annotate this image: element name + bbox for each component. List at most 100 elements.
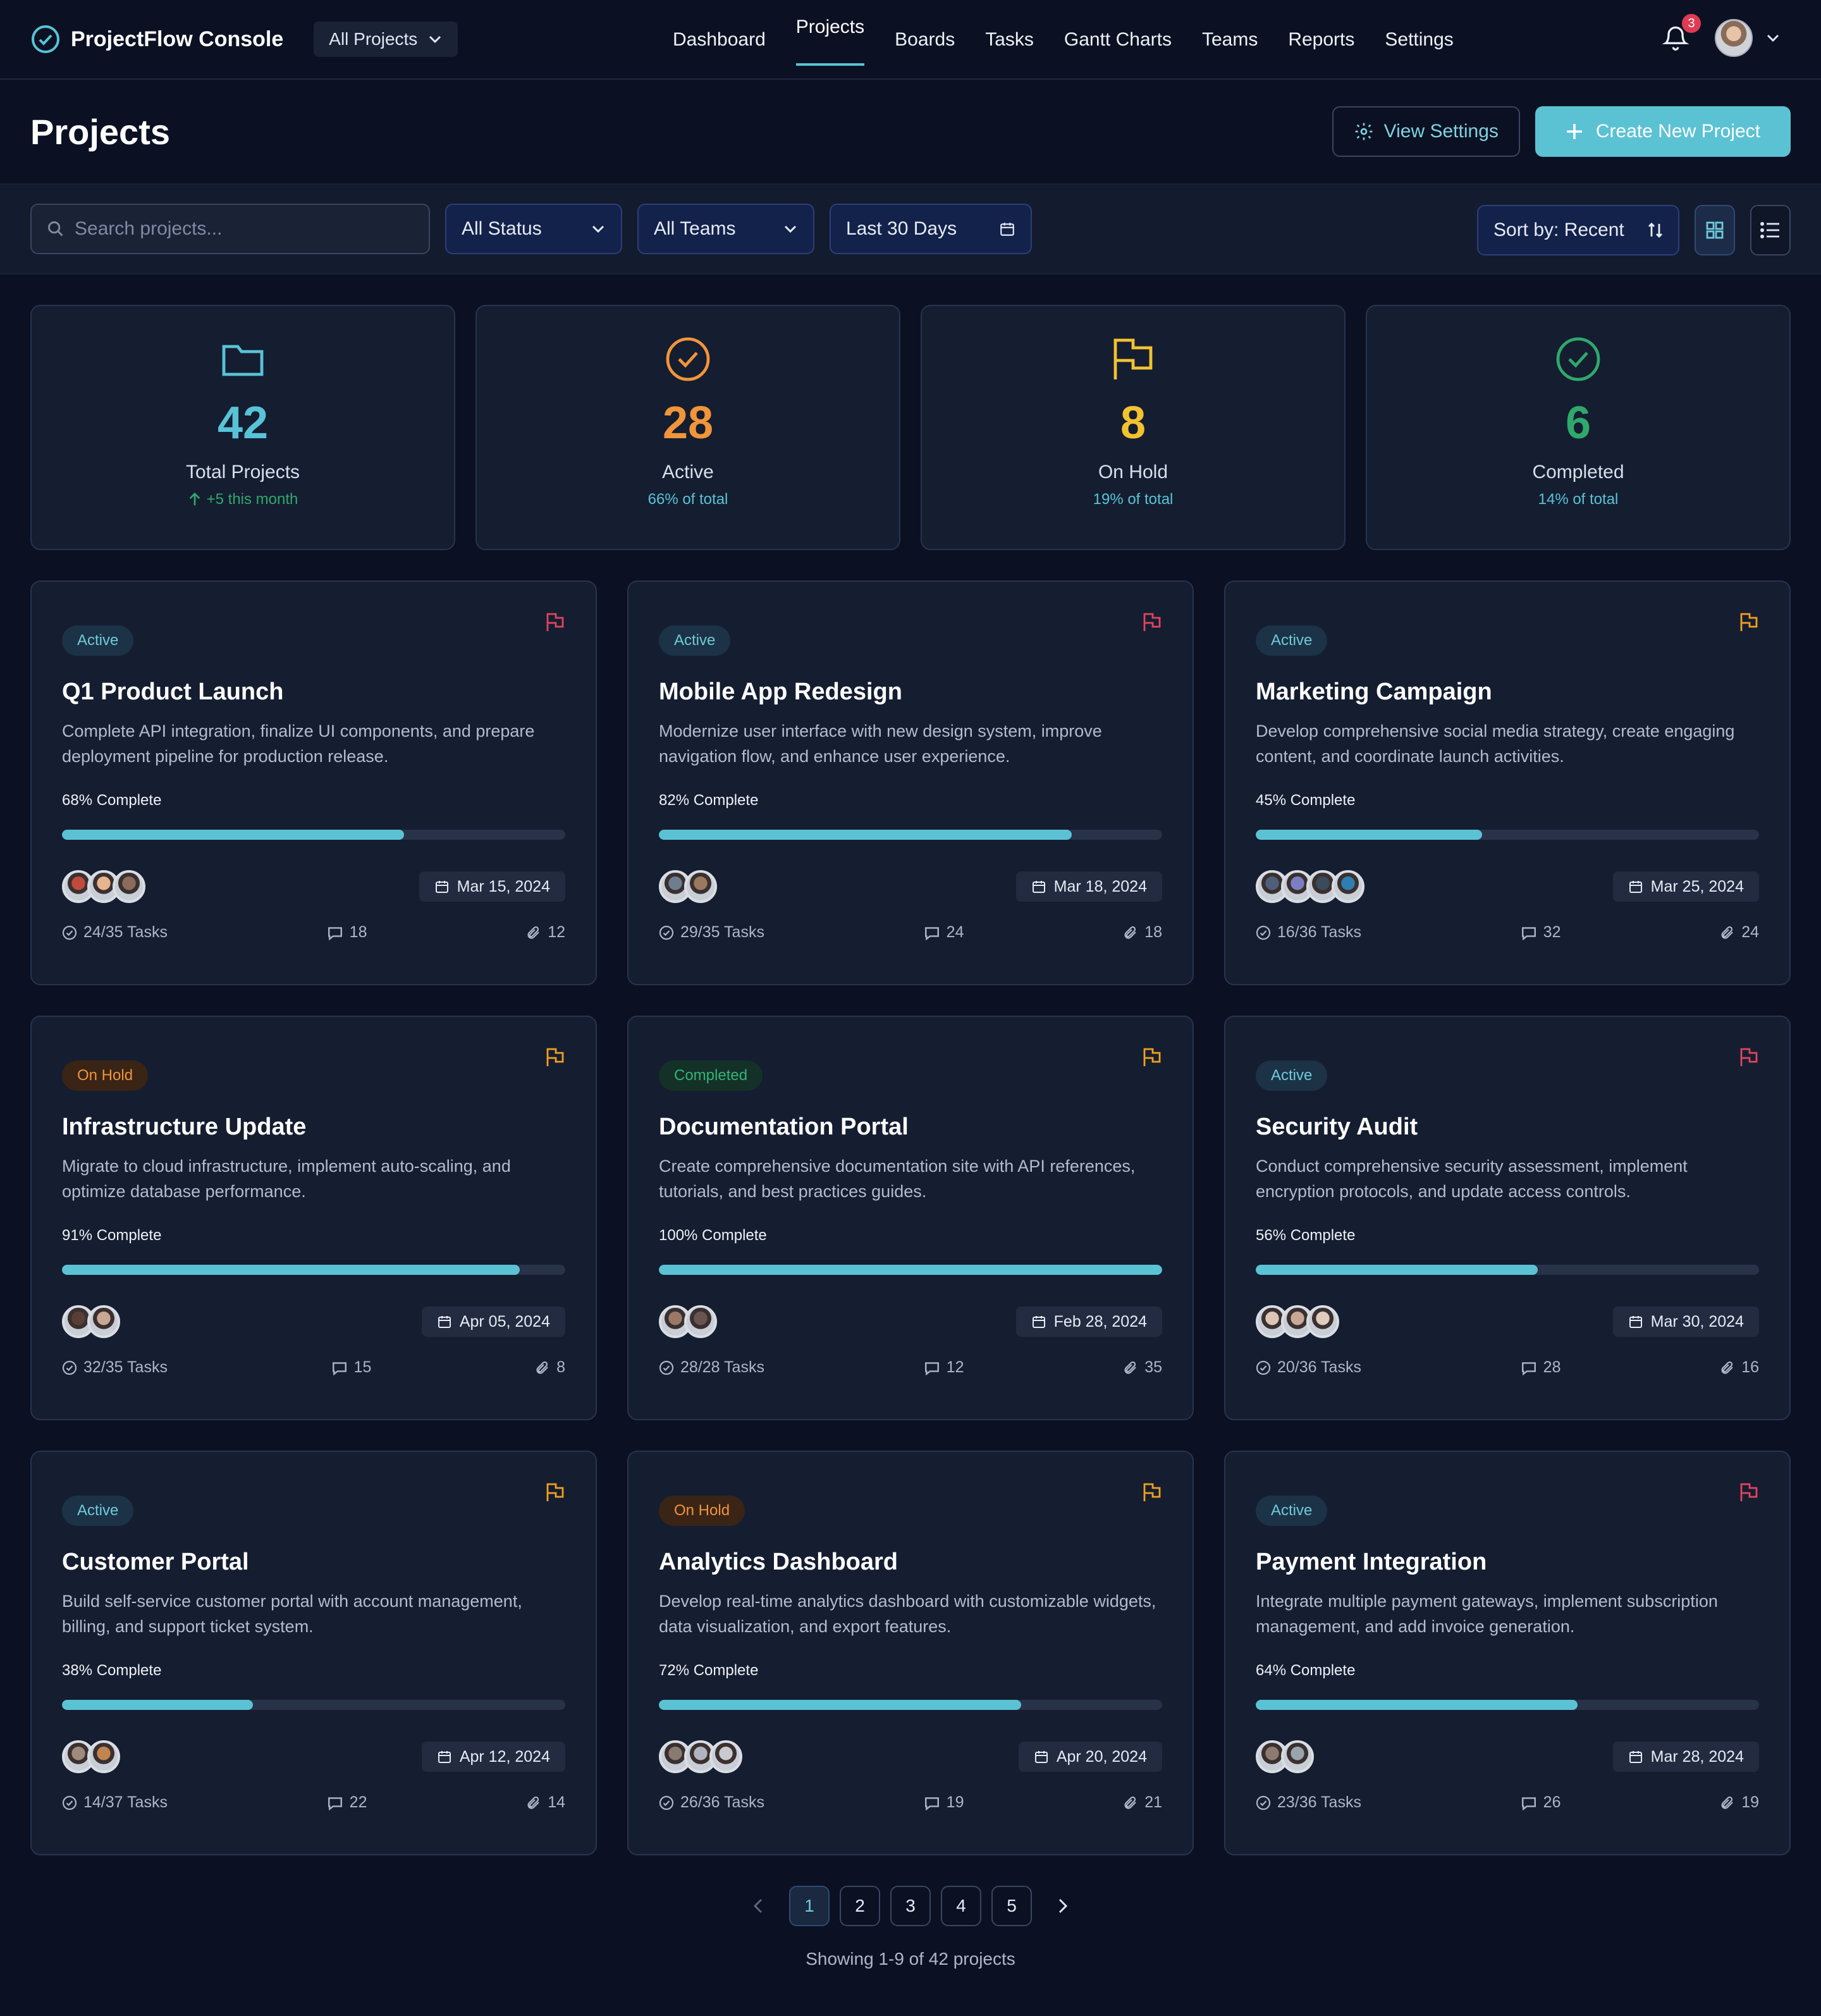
grid-view-button[interactable] bbox=[1695, 205, 1735, 255]
team-avatars[interactable] bbox=[1256, 870, 1364, 903]
sort-select[interactable]: Sort by: Recent bbox=[1477, 205, 1679, 255]
project-card[interactable]: On Hold Analytics Dashboard Develop real-t… bbox=[627, 1451, 1194, 1855]
stat-label: Completed bbox=[1532, 462, 1624, 482]
notifications-button[interactable]: 3 bbox=[1662, 14, 1701, 53]
priority-flag-icon[interactable] bbox=[1142, 1482, 1162, 1503]
attachment-count[interactable]: 18 bbox=[1123, 923, 1162, 942]
comment-count[interactable]: 28 bbox=[1521, 1358, 1560, 1377]
nav-dashboard[interactable]: Dashboard bbox=[673, 29, 766, 50]
project-title[interactable]: Mobile App Redesign bbox=[659, 679, 902, 705]
paperclip-icon bbox=[536, 1361, 548, 1374]
paperclip-icon bbox=[1721, 1361, 1733, 1374]
attachment-count[interactable]: 19 bbox=[1720, 1793, 1759, 1812]
nav-tasks[interactable]: Tasks bbox=[985, 29, 1034, 50]
nav-settings[interactable]: Settings bbox=[1385, 29, 1454, 50]
card-meta: Mar 28, 2024 bbox=[1256, 1740, 1759, 1773]
priority-flag-icon[interactable] bbox=[545, 1482, 565, 1503]
project-card[interactable]: Active Customer Portal Build self-service … bbox=[30, 1451, 597, 1855]
attachment-count[interactable]: 14 bbox=[526, 1793, 565, 1812]
notification-count-badge: 3 bbox=[1682, 14, 1701, 33]
page-button[interactable]: 1 bbox=[789, 1886, 830, 1926]
attachment-count[interactable]: 8 bbox=[535, 1358, 565, 1377]
project-card[interactable]: Active Security Audit Conduct comprehensiv… bbox=[1224, 1016, 1791, 1420]
create-project-button[interactable]: Create New Project bbox=[1535, 106, 1791, 157]
nav-boards[interactable]: Boards bbox=[895, 29, 955, 50]
attachment-count[interactable]: 24 bbox=[1720, 923, 1759, 942]
search-input[interactable]: Search projects... bbox=[30, 204, 430, 254]
priority-flag-icon[interactable] bbox=[545, 612, 565, 632]
project-title[interactable]: Q1 Product Launch bbox=[62, 679, 284, 705]
view-settings-button[interactable]: View Settings bbox=[1332, 106, 1520, 157]
priority-flag-icon[interactable] bbox=[1739, 612, 1759, 632]
project-card[interactable]: Active Marketing Campaign Develop comprehe… bbox=[1224, 581, 1791, 985]
page-button[interactable]: 4 bbox=[941, 1886, 981, 1926]
project-title[interactable]: Infrastructure Update bbox=[62, 1114, 307, 1140]
project-title[interactable]: Analytics Dashboard bbox=[659, 1549, 898, 1575]
attachment-count[interactable]: 21 bbox=[1123, 1793, 1162, 1812]
task-count: 20/36 Tasks bbox=[1256, 1358, 1361, 1377]
user-menu[interactable] bbox=[1715, 19, 1781, 57]
progress-fill bbox=[1256, 1265, 1538, 1275]
comment-count[interactable]: 18 bbox=[327, 923, 367, 942]
comment-count[interactable]: 22 bbox=[327, 1793, 367, 1812]
project-selector[interactable]: All Projects bbox=[314, 22, 458, 57]
project-title[interactable]: Marketing Campaign bbox=[1256, 679, 1492, 705]
status-filter[interactable]: All Status bbox=[445, 204, 622, 254]
team-avatars[interactable] bbox=[659, 870, 717, 903]
priority-flag-icon[interactable] bbox=[1142, 612, 1162, 632]
comment-icon bbox=[924, 1797, 939, 1810]
project-card[interactable]: Active Mobile App Redesign Modernize user … bbox=[627, 581, 1194, 985]
comment-count[interactable]: 24 bbox=[924, 923, 964, 942]
nav-gantt-charts[interactable]: Gantt Charts bbox=[1064, 29, 1172, 50]
team-avatars[interactable] bbox=[1256, 1305, 1339, 1338]
project-title[interactable]: Documentation Portal bbox=[659, 1114, 909, 1140]
nav-projects[interactable]: Projects bbox=[795, 0, 865, 80]
team-avatars[interactable] bbox=[62, 870, 145, 903]
project-description: Complete API integration, finalize UI co… bbox=[62, 722, 535, 766]
attachment-count[interactable]: 16 bbox=[1720, 1358, 1759, 1377]
page-button[interactable]: 3 bbox=[890, 1886, 931, 1926]
priority-flag-icon[interactable] bbox=[545, 1047, 565, 1067]
team-avatars[interactable] bbox=[659, 1305, 717, 1338]
priority-flag-icon[interactable] bbox=[1142, 1047, 1162, 1067]
project-card[interactable]: Active Payment Integration Integrate multi… bbox=[1224, 1451, 1791, 1855]
priority-flag-icon[interactable] bbox=[1739, 1482, 1759, 1503]
prev-page-button[interactable] bbox=[739, 1886, 779, 1926]
priority-flag-icon[interactable] bbox=[1739, 1047, 1759, 1067]
task-count: 16/36 Tasks bbox=[1256, 923, 1361, 942]
comment-count[interactable]: 26 bbox=[1521, 1793, 1560, 1812]
nav-teams[interactable]: Teams bbox=[1201, 29, 1258, 50]
page-button[interactable]: 5 bbox=[991, 1886, 1032, 1926]
page-button[interactable]: 2 bbox=[840, 1886, 880, 1926]
task-count: 26/36 Tasks bbox=[659, 1793, 764, 1812]
status-filter-label: All Status bbox=[462, 218, 542, 239]
pagination: 1 2 3 4 5 bbox=[0, 1886, 1821, 1926]
next-page-button[interactable] bbox=[1042, 1886, 1082, 1926]
project-title[interactable]: Security Audit bbox=[1256, 1114, 1418, 1140]
team-avatars[interactable] bbox=[62, 1740, 120, 1773]
comment-icon bbox=[1521, 926, 1536, 940]
progress-label: 38% Complete bbox=[62, 1662, 162, 1679]
date-range-filter[interactable]: Last 30 Days bbox=[830, 204, 1032, 254]
nav-reports[interactable]: Reports bbox=[1288, 29, 1355, 50]
teams-filter[interactable]: All Teams bbox=[637, 204, 814, 254]
comment-count[interactable]: 12 bbox=[924, 1358, 964, 1377]
attachment-count[interactable]: 12 bbox=[526, 923, 565, 942]
brand[interactable]: ProjectFlow Console bbox=[30, 24, 283, 54]
project-card[interactable]: Active Q1 Product Launch Complete API inte… bbox=[30, 581, 597, 985]
attachment-count[interactable]: 35 bbox=[1123, 1358, 1162, 1377]
card-footer: 32/35 Tasks 15 8 bbox=[62, 1358, 565, 1377]
progress-label: 100% Complete bbox=[659, 1227, 767, 1244]
team-avatars[interactable] bbox=[1256, 1740, 1314, 1773]
list-view-button[interactable] bbox=[1750, 205, 1791, 255]
project-card[interactable]: On Hold Infrastructure Update Migrate to c… bbox=[30, 1016, 597, 1420]
project-card[interactable]: Completed Documentation Portal Create comp… bbox=[627, 1016, 1194, 1420]
project-title[interactable]: Payment Integration bbox=[1256, 1549, 1487, 1575]
team-avatars[interactable] bbox=[62, 1305, 120, 1338]
card-footer: 29/35 Tasks 24 18 bbox=[659, 923, 1162, 942]
comment-count[interactable]: 32 bbox=[1521, 923, 1560, 942]
project-title[interactable]: Customer Portal bbox=[62, 1549, 249, 1575]
team-avatars[interactable] bbox=[659, 1740, 742, 1773]
comment-count[interactable]: 15 bbox=[331, 1358, 371, 1377]
comment-count[interactable]: 19 bbox=[924, 1793, 964, 1812]
